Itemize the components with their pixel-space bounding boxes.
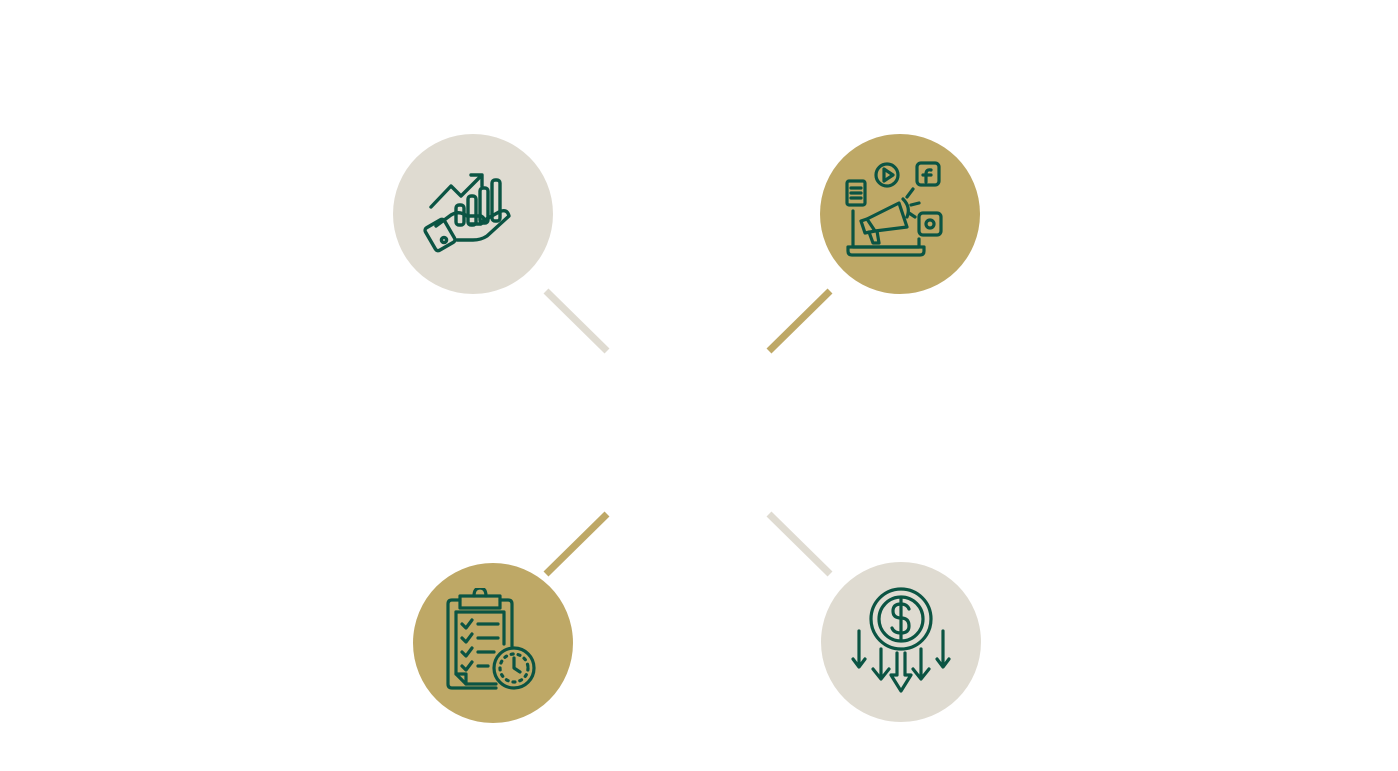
- cost-reduction-dollar-icon: [851, 587, 951, 693]
- digital-marketing-megaphone-icon: [845, 161, 943, 257]
- connector-top-right: [766, 288, 833, 354]
- node-cost-reduction: [821, 562, 981, 722]
- node-growth: [393, 134, 553, 294]
- node-marketing: [820, 134, 980, 294]
- connector-bottom-left: [543, 511, 610, 577]
- growth-hand-chart-icon: [423, 173, 511, 253]
- node-checklist: [413, 563, 573, 723]
- connector-bottom-right: [766, 511, 833, 577]
- connector-top-left: [543, 288, 610, 354]
- checklist-clock-icon: [446, 588, 536, 690]
